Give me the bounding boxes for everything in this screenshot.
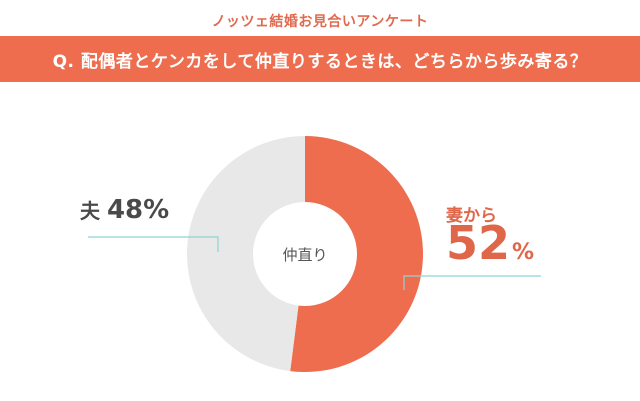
slice-name-husband: 夫 [80,199,100,223]
leader-line-husband [88,236,219,252]
slice-value-husband: 48% [107,195,169,225]
slice-label-husband: 夫 48% [80,195,169,225]
slice-husband [186,135,305,372]
slice-name-wife: 妻から [446,206,497,226]
donut-hole [253,202,357,306]
survey-name: ノッツェ結婚お見合いアンケート [211,14,429,30]
question-banner: Q. 配偶者とケンカをして仲直りするときは、どちらから歩み寄る？ [0,36,640,82]
slice-value-husband-number: 48 [106,195,144,225]
question-text: Q. 配偶者とケンカをして仲直りするときは、どちらから歩み寄る？ [52,51,588,72]
slice-value-wife-number: 52 [446,216,511,270]
slice-value-wife-unit: % [512,240,535,265]
leader-line-wife [403,275,541,290]
slice-value-husband-unit: % [143,195,170,225]
center-label: 仲直り [282,246,328,264]
slice-value-wife: 52% [446,220,534,266]
